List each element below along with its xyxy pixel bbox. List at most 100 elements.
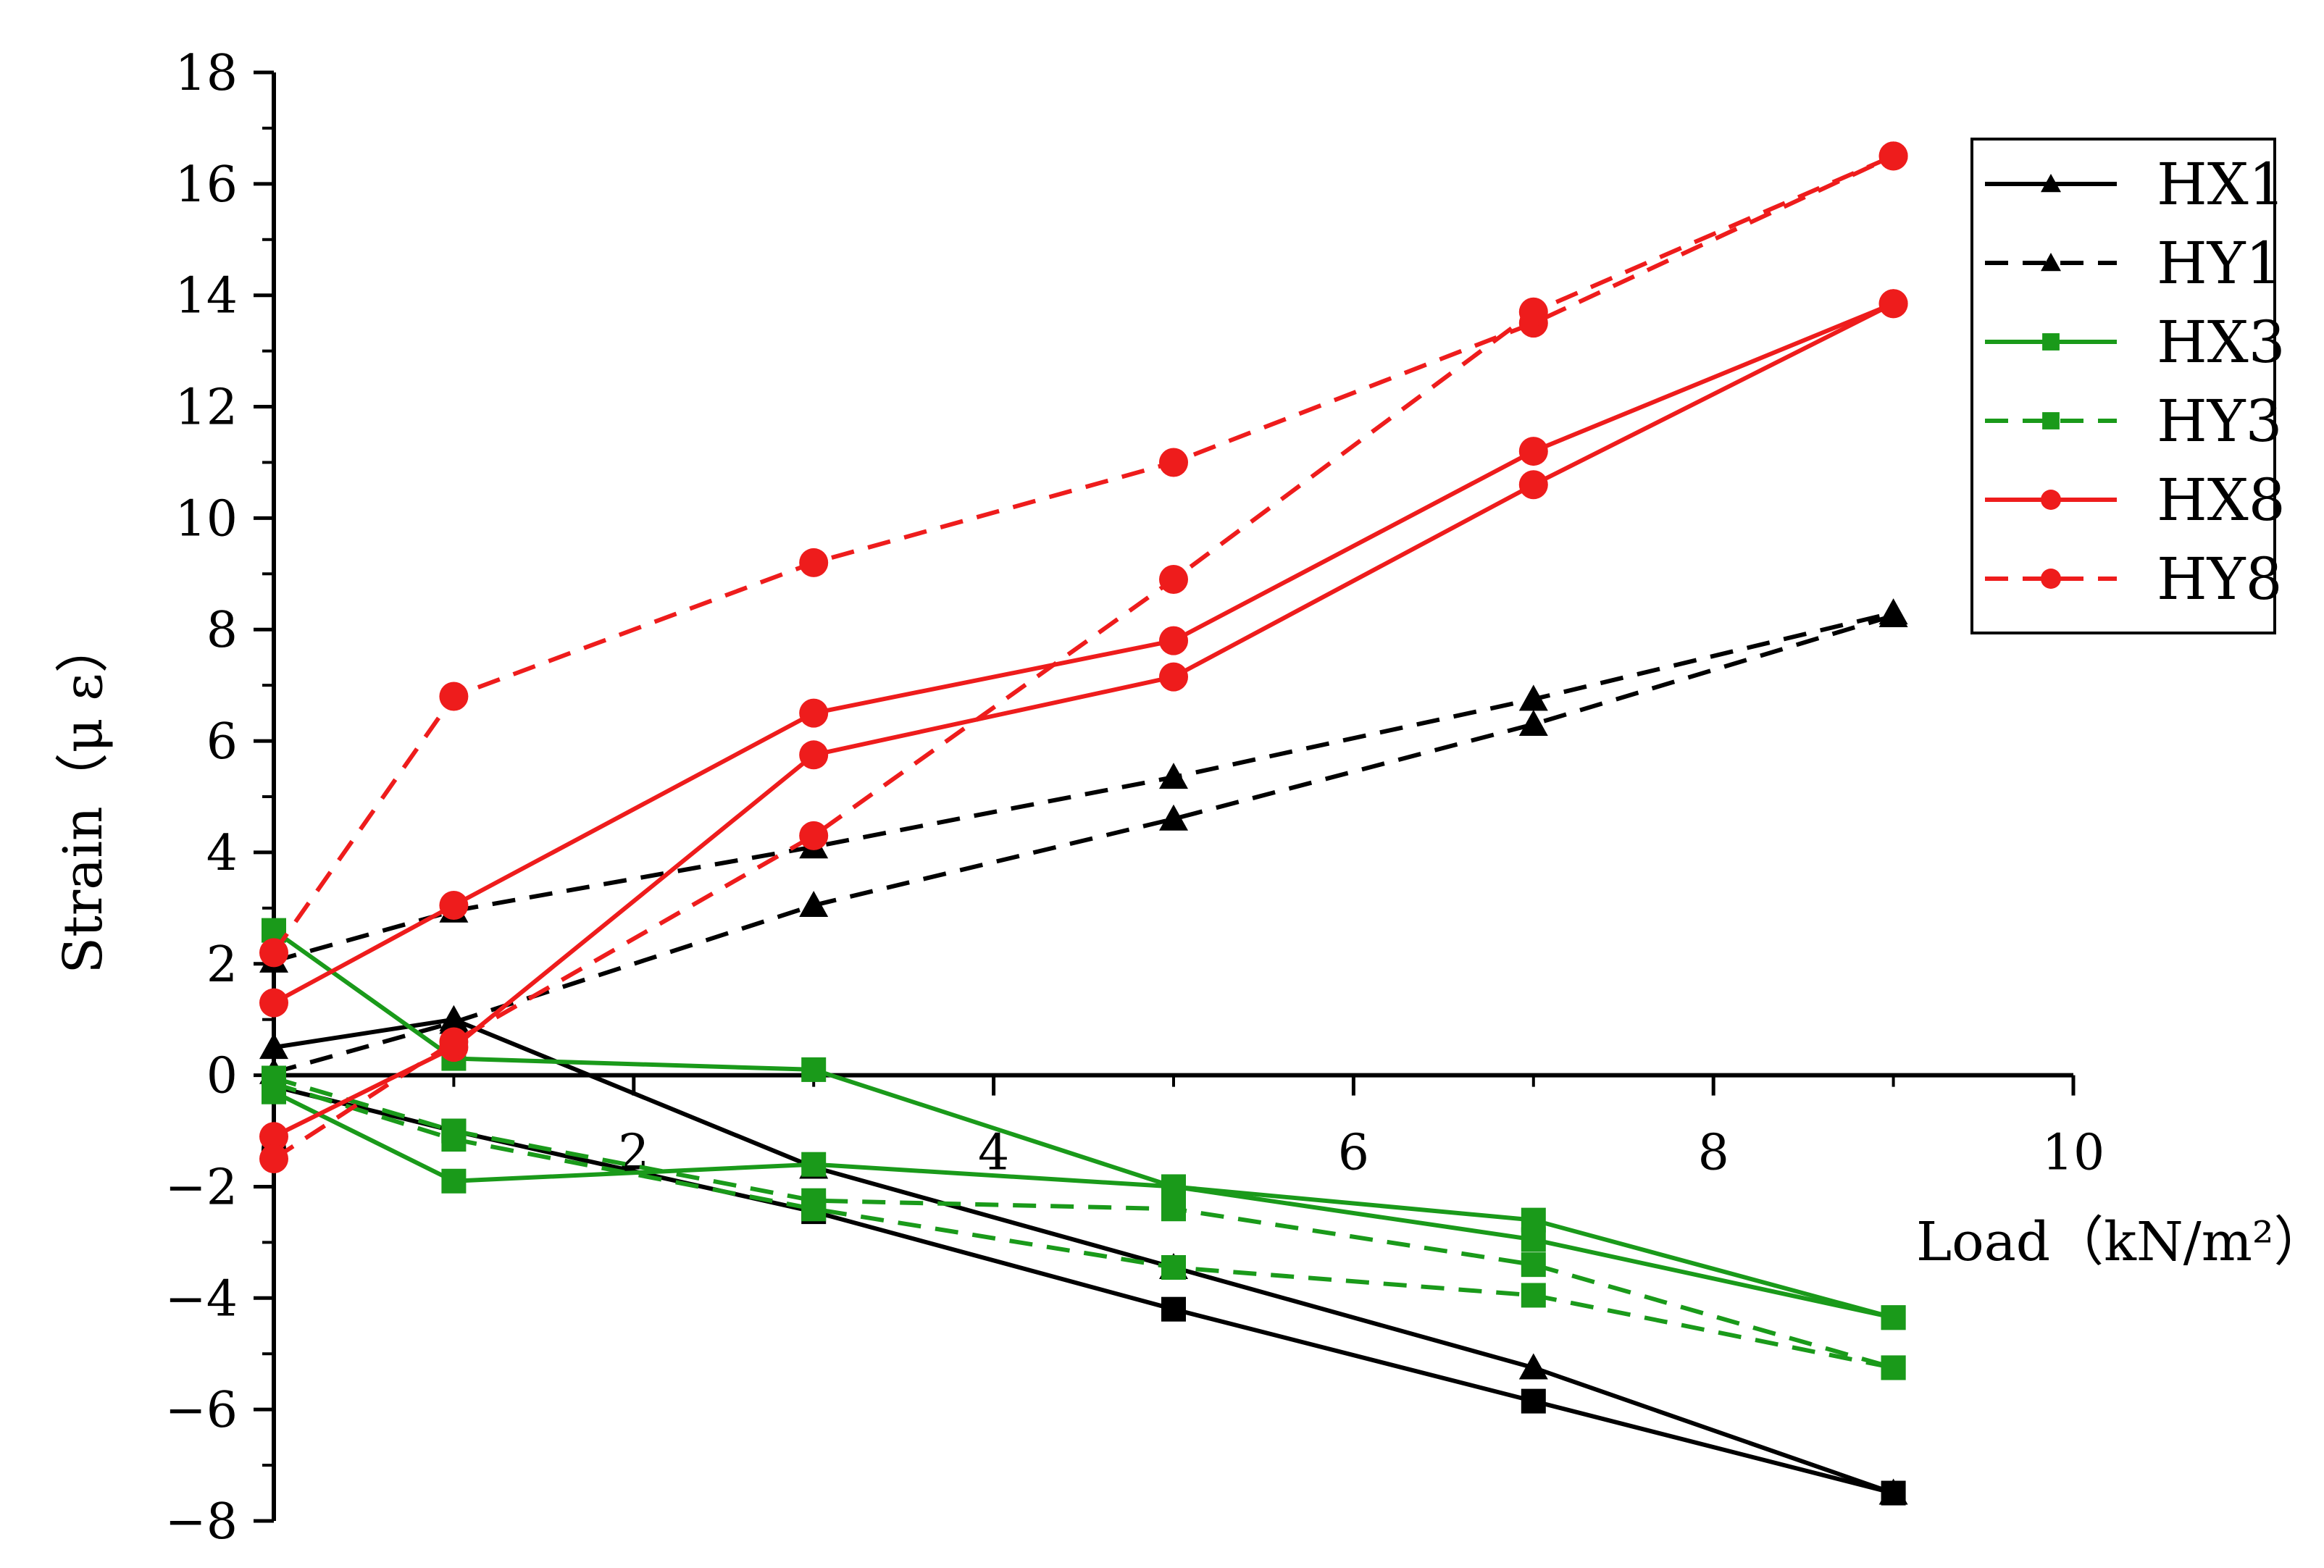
y-tick-label: 6 xyxy=(206,713,238,771)
data-point-square xyxy=(801,1057,827,1082)
series-unlabeled-1 xyxy=(262,1074,1906,1506)
series-hy3 xyxy=(262,1065,1906,1380)
data-point-circle xyxy=(2041,569,2061,589)
legend-label: HY3 xyxy=(2157,387,2282,455)
data-point-square xyxy=(1161,1196,1186,1222)
data-point-circle xyxy=(439,891,469,920)
series-group xyxy=(259,141,1908,1506)
data-point-triangle xyxy=(439,1007,469,1034)
data-point-triangle xyxy=(1518,684,1548,711)
y-tick-label: −4 xyxy=(165,1270,238,1328)
data-point-square xyxy=(441,1127,467,1152)
data-point-square xyxy=(1521,1388,1546,1414)
data-point-square xyxy=(1161,1174,1186,1199)
data-point-square xyxy=(1161,1255,1186,1280)
legend-label: HX8 xyxy=(2157,466,2286,534)
x-tick-label: 4 xyxy=(978,1125,1009,1182)
series-line xyxy=(273,1076,1894,1370)
data-point-triangle xyxy=(1159,763,1188,789)
legend-label: HX3 xyxy=(2157,309,2286,376)
series-line xyxy=(272,301,1894,1005)
data-point-square xyxy=(441,1168,467,1194)
data-point-circle xyxy=(799,740,829,770)
series-line xyxy=(272,154,1894,1161)
series-unlabeled-7 xyxy=(262,1071,1906,1380)
y-tick-label: 2 xyxy=(206,936,238,994)
series-line xyxy=(273,613,1894,1075)
data-point-square xyxy=(1521,1227,1546,1252)
legend-box xyxy=(1970,138,2276,634)
data-point-square xyxy=(801,1152,827,1177)
data-point-triangle xyxy=(259,1033,288,1060)
legend: HX1 HY1 HX3 HY3 HX8 HY8 xyxy=(1970,138,2286,634)
y-axis-title: Strain（μ ε） xyxy=(52,619,114,973)
data-point-circle xyxy=(799,821,829,850)
x-axis-title: Load（kN/m²） xyxy=(1916,1211,2324,1273)
series-line xyxy=(272,301,1894,1139)
data-point-square xyxy=(1521,1252,1546,1278)
y-tick-label: 16 xyxy=(175,156,238,214)
series-hx8 xyxy=(259,289,1908,1018)
data-point-circle xyxy=(1159,565,1188,594)
data-point-circle xyxy=(1159,662,1188,692)
data-point-circle xyxy=(799,548,829,577)
data-point-square xyxy=(1881,1305,1906,1330)
y-tick-label: −8 xyxy=(165,1493,238,1551)
data-point-circle xyxy=(1518,297,1548,327)
data-point-circle xyxy=(1518,470,1548,500)
data-point-circle xyxy=(1878,141,1908,171)
series-line xyxy=(273,1084,1894,1496)
x-tick-label: 6 xyxy=(1338,1125,1369,1182)
series-line xyxy=(273,611,1894,963)
data-point-triangle xyxy=(2041,253,2061,272)
data-point-square xyxy=(1161,1296,1186,1322)
series-unlabeled-11 xyxy=(259,141,1908,1173)
y-tick-label: 8 xyxy=(206,602,238,659)
data-point-circle xyxy=(1159,626,1188,655)
data-point-circle xyxy=(1159,448,1188,477)
data-point-circle xyxy=(259,938,288,968)
data-point-triangle xyxy=(1159,804,1188,831)
y-tick-label: −2 xyxy=(165,1159,238,1216)
axes: −8−6−4−20246810121416180246810 xyxy=(165,45,2105,1551)
data-point-square xyxy=(2042,412,2060,429)
data-point-triangle xyxy=(2041,174,2061,193)
series-line xyxy=(272,1090,1894,1320)
data-point-square xyxy=(801,1196,827,1222)
data-point-square xyxy=(262,1071,286,1097)
legend-item-hy1: HY1 xyxy=(1985,230,2282,297)
data-point-triangle xyxy=(1518,710,1548,736)
series-line xyxy=(273,1081,1894,1370)
y-tick-label: 10 xyxy=(175,490,238,548)
series-line xyxy=(272,154,1894,955)
legend-item-hx3: HX3 xyxy=(1985,309,2286,376)
series-line xyxy=(272,928,1894,1320)
legend-item-hx8: HX8 xyxy=(1985,466,2286,534)
data-point-square xyxy=(2042,333,2060,351)
y-tick-label: 18 xyxy=(175,45,238,102)
series-unlabeled-9 xyxy=(259,289,1908,1152)
x-tick-label: 8 xyxy=(1698,1125,1729,1182)
series-hy1 xyxy=(259,598,1908,973)
data-point-triangle xyxy=(799,891,829,917)
data-point-triangle xyxy=(1878,601,1908,627)
legend-item-hy8: HY8 xyxy=(1985,545,2282,613)
series-hy8 xyxy=(259,141,1908,968)
y-tick-label: 4 xyxy=(206,825,238,882)
data-point-circle xyxy=(259,1144,288,1173)
legend-label: HY1 xyxy=(2157,230,2282,297)
legend-label: HX1 xyxy=(2157,151,2286,218)
data-point-circle xyxy=(1878,289,1908,319)
series-line xyxy=(273,1017,1894,1496)
x-tick-label: 10 xyxy=(2042,1125,2105,1182)
legend-item-hx1: HX1 xyxy=(1985,151,2286,218)
legend-label: HY8 xyxy=(2157,545,2282,613)
y-tick-label: 0 xyxy=(206,1048,238,1105)
data-point-square xyxy=(1881,1355,1906,1380)
data-point-circle xyxy=(799,698,829,728)
data-point-circle xyxy=(439,1027,469,1057)
data-point-circle xyxy=(439,682,469,711)
data-point-circle xyxy=(259,1122,288,1152)
